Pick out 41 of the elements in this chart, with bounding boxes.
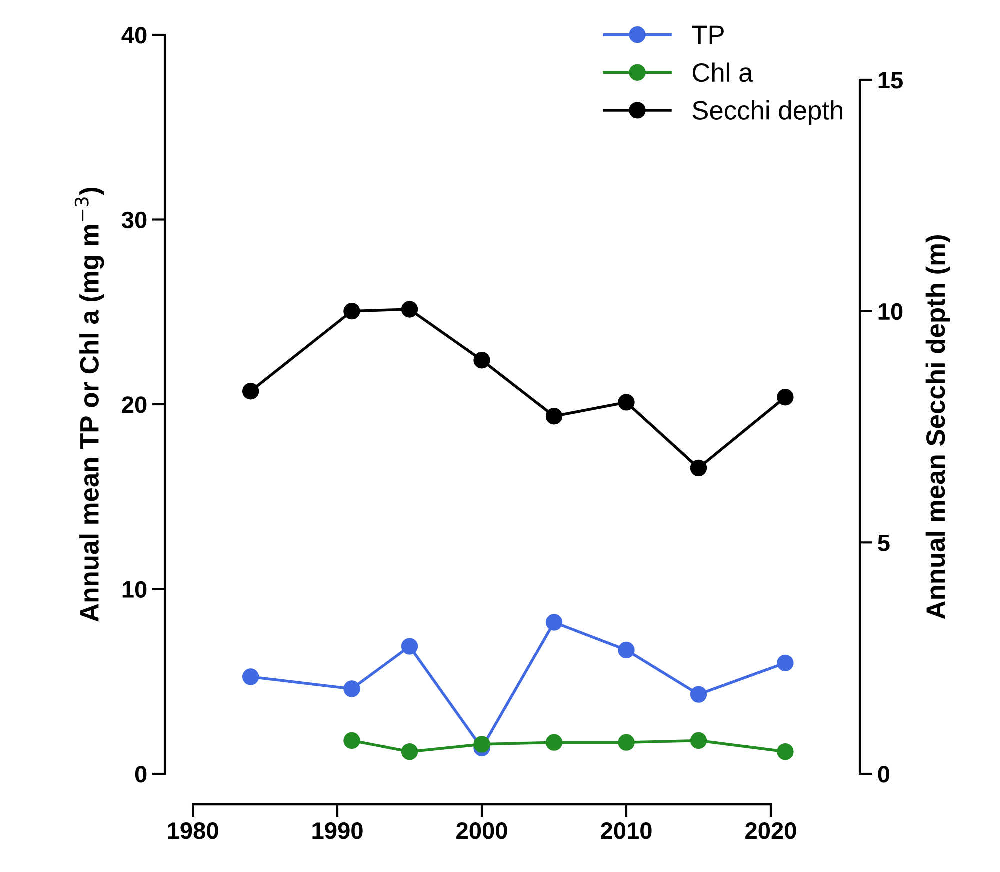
point: [344, 303, 360, 320]
y2-tick-label: 10: [878, 303, 903, 320]
point: [690, 460, 708, 477]
point: [546, 734, 563, 751]
point: [690, 686, 708, 703]
y2-tick-label: 15: [878, 72, 903, 89]
x-tick-label: 1990: [312, 822, 363, 840]
point: [618, 734, 635, 751]
x-tick-label: 1980: [168, 822, 218, 840]
point: [401, 743, 418, 760]
y-tick-label: 40: [122, 27, 147, 44]
point: [546, 614, 563, 631]
y-tick-label: 0: [135, 766, 147, 783]
point: [401, 638, 418, 655]
point: [777, 743, 794, 760]
point: [690, 732, 708, 750]
y-tick-label: 20: [122, 396, 147, 414]
point: [618, 394, 635, 411]
point: [401, 301, 418, 318]
point: [344, 680, 360, 698]
y2-axis-title: Annual mean Secchi depth (m): [926, 235, 950, 620]
legend-label: Chl a: [692, 62, 754, 82]
point: [546, 408, 563, 425]
x-tick-label: 2000: [456, 822, 508, 840]
point: [474, 736, 490, 753]
y-tick-label: 10: [122, 581, 147, 598]
x-tick-label: 2010: [601, 822, 652, 840]
y-tick-label: 30: [122, 212, 147, 229]
legend-label: Secchi depth: [692, 100, 842, 126]
point: [242, 383, 260, 400]
y2-tick-label: 5: [878, 534, 890, 552]
legend-label: TP: [692, 26, 724, 44]
point: [242, 668, 260, 686]
y-axis-title: Annual mean TP or Chl a (mg m$^{−3}$): [74, 188, 104, 622]
point: [777, 389, 794, 406]
y2-tick-label: 0: [878, 766, 890, 783]
point: [777, 654, 794, 672]
point: [344, 732, 360, 750]
point: [618, 642, 635, 659]
x-tick-label: 2020: [746, 822, 796, 840]
point: [474, 352, 490, 369]
